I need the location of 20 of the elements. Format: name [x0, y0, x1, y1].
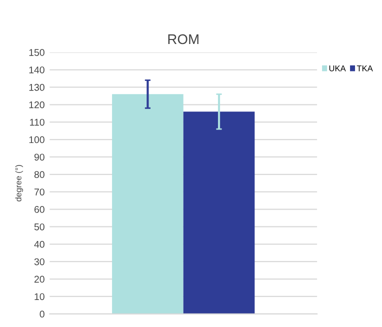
y-tick-label: 70	[34, 188, 44, 196]
y-tick-label: 100	[29, 136, 44, 144]
y-tick-label: 40	[34, 240, 44, 248]
y-tick-label: 50	[34, 223, 44, 230]
y-axis-title: degree (°)	[15, 165, 24, 202]
y-tick-label: 30	[34, 258, 44, 266]
y-tick-label: 60	[34, 206, 44, 213]
y-tick-label: 10	[34, 293, 44, 300]
legend-label: TKA	[356, 65, 373, 72]
y-tick-label: 110	[30, 118, 44, 126]
y-tick-label: 140	[29, 66, 44, 74]
y-tick-label: 0	[40, 310, 44, 318]
y-tick-label: 130	[29, 84, 44, 91]
legend-label: UKA	[329, 65, 346, 72]
chart-title: ROM	[168, 34, 198, 44]
y-tick-label: 90	[34, 154, 44, 161]
y-tick-label: 150	[29, 49, 44, 56]
y-tick-label: 120	[29, 101, 44, 108]
y-tick-label: 80	[34, 171, 44, 178]
y-tick-label: 20	[34, 276, 44, 283]
